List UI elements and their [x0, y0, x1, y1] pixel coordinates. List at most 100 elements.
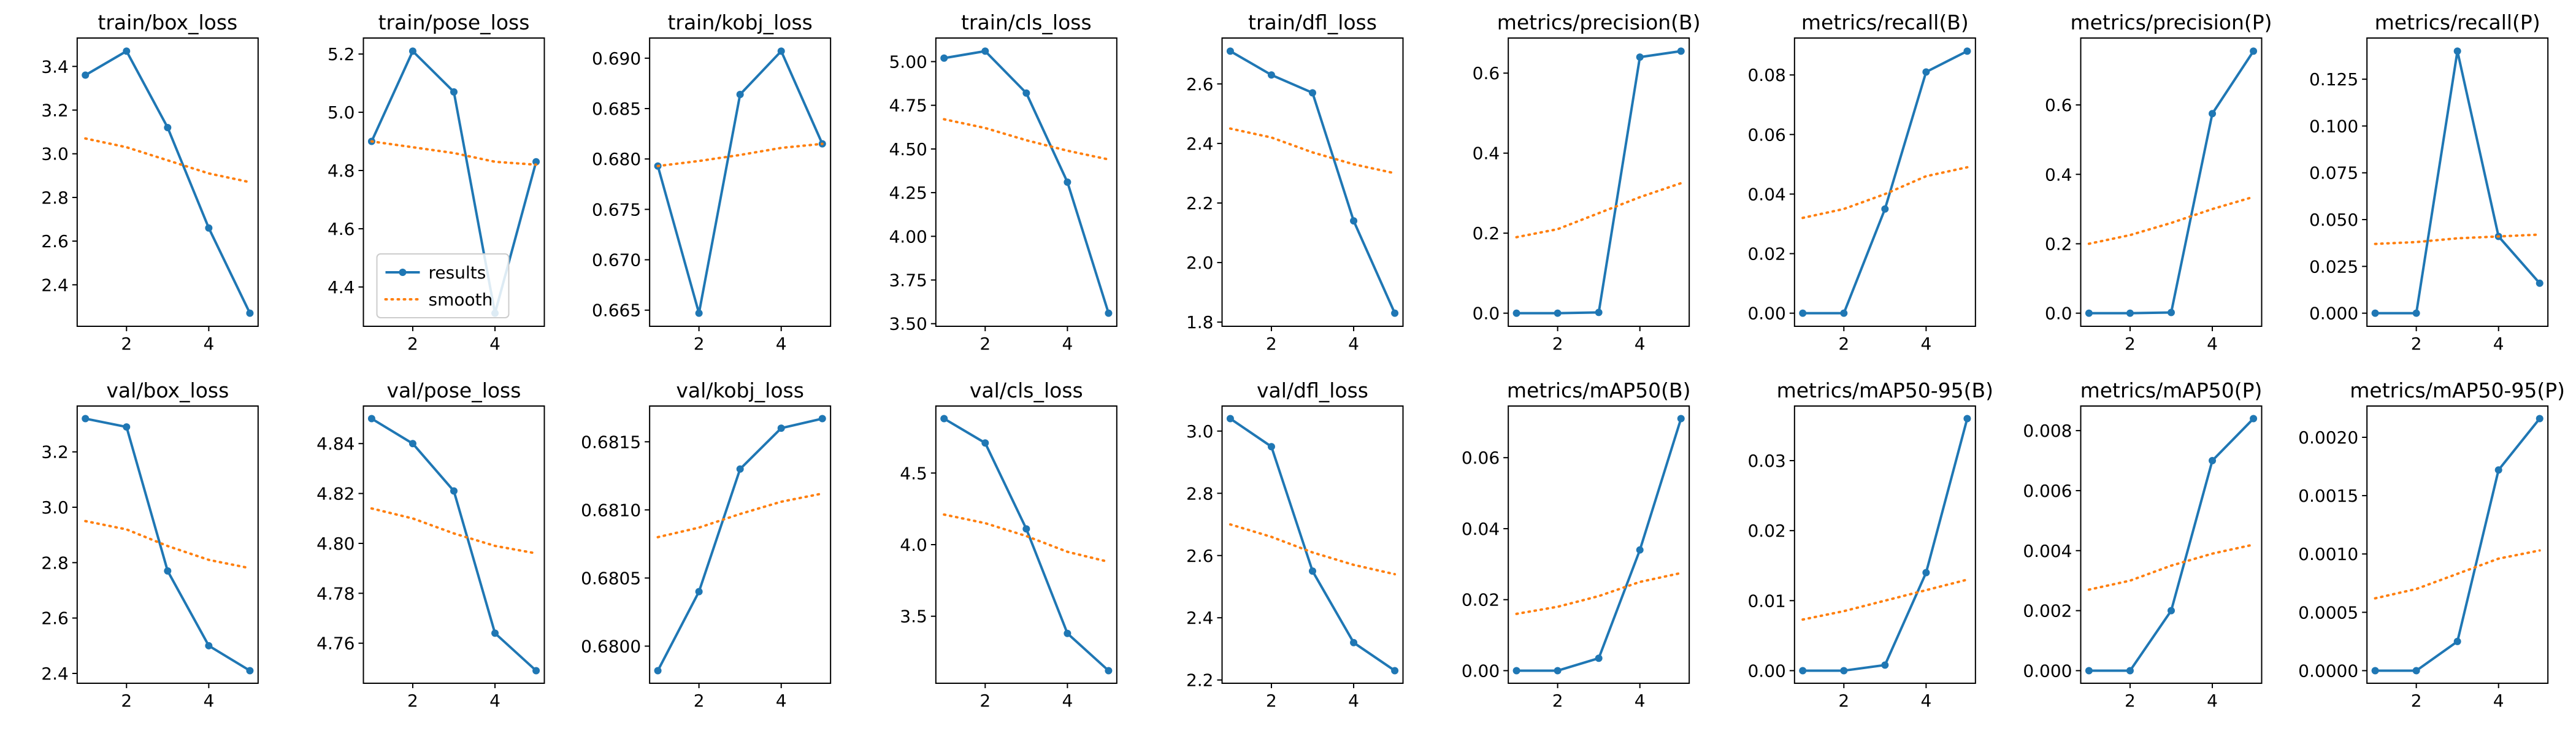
results-point	[695, 309, 703, 317]
y-tick-label: 3.50	[889, 314, 927, 334]
results-point	[2209, 457, 2217, 465]
legend-label-results: results	[429, 263, 486, 283]
results-point	[1512, 309, 1520, 317]
axes-frame	[2080, 405, 2263, 684]
results-point	[1350, 638, 1358, 646]
x-tick-label: 4	[1348, 334, 1359, 354]
panel-9: val/box_loss 2.4 2.6 2.8 3.0 3.2 2 4	[41, 378, 259, 711]
results-point	[532, 158, 540, 166]
results-point	[123, 423, 131, 431]
x-tick-label: 2	[979, 691, 991, 711]
axes-frame	[76, 37, 259, 327]
y-tick-label: 0.004	[2023, 541, 2072, 561]
y-tick-label: 0.6	[2045, 95, 2072, 115]
axes-frame	[362, 405, 545, 684]
y-tick-label: 3.4	[41, 56, 69, 77]
results-point	[1105, 309, 1113, 317]
results-point	[82, 415, 90, 423]
x-tick-label: 4	[2493, 334, 2504, 354]
results-point	[2536, 279, 2543, 287]
panel-6: metrics/recall(B) 0.00 0.02 0.04 0.06 0.08 2 4	[1747, 10, 1976, 354]
y-tick-label: 2.6	[41, 231, 69, 251]
smooth-line	[2087, 196, 2255, 245]
results-point	[940, 54, 948, 62]
y-tick-label: 4.76	[316, 634, 355, 654]
x-tick-label: 2	[1266, 334, 1277, 354]
results-point	[2209, 110, 2217, 118]
y-tick-label: 0.00	[1462, 661, 1500, 681]
x-tick-label: 4	[489, 691, 500, 711]
results-point	[1636, 53, 1644, 61]
results-point	[1391, 667, 1399, 675]
axes-frame	[649, 37, 832, 327]
results-line	[1803, 50, 1968, 315]
x-tick-label: 2	[121, 691, 132, 711]
y-tick-label: 1.8	[1186, 312, 1214, 332]
results-point	[2250, 415, 2258, 423]
axes-frame	[1221, 405, 1404, 684]
y-tick-label: 0.050	[2309, 210, 2358, 230]
results-point	[1881, 661, 1889, 669]
x-tick-label: 2	[1838, 691, 1849, 711]
y-tick-label: 0.075	[2309, 163, 2358, 183]
results-line	[943, 417, 1110, 672]
results-point	[777, 424, 785, 432]
smooth-line	[2374, 549, 2541, 600]
results-line	[85, 50, 251, 314]
y-tick-label: 4.50	[889, 139, 927, 159]
results-point	[2126, 309, 2134, 317]
results-point	[2412, 667, 2420, 675]
y-tick-label: 3.2	[41, 101, 69, 121]
x-tick-label: 4	[2207, 334, 2218, 354]
y-tick-label: 5.00	[889, 52, 927, 72]
y-tick-label: 0.6	[1473, 63, 1500, 83]
y-tick-label: 0.2	[1473, 223, 1500, 243]
y-tick-label: 2.2	[1186, 670, 1214, 691]
axes-frame	[362, 37, 545, 327]
results-point	[123, 47, 131, 55]
panel-title: metrics/recall(B)	[1801, 10, 1969, 34]
x-tick-label: 4	[203, 334, 214, 354]
x-tick-label: 4	[1920, 691, 1931, 711]
x-tick-label: 4	[1062, 691, 1073, 711]
y-tick-label: 2.2	[1186, 193, 1214, 213]
y-tick-label: 2.4	[1186, 608, 1214, 628]
results-point	[1512, 667, 1520, 675]
panel-title: metrics/mAP50-95(B)	[1777, 378, 1993, 402]
panel-title: metrics/mAP50-95(P)	[2350, 378, 2565, 402]
x-tick-label: 2	[979, 334, 991, 354]
y-tick-label: 2.6	[41, 608, 69, 629]
results-point	[408, 47, 416, 55]
panel-12: val/cls_loss 3.5 4.0 4.5 2 4	[900, 378, 1117, 711]
results-point	[2371, 309, 2379, 317]
results-point	[654, 667, 662, 675]
results-point	[367, 415, 375, 423]
panel-title: metrics/recall(P)	[2375, 10, 2540, 34]
y-tick-label: 3.5	[900, 607, 927, 627]
panel-17: metrics/mAP50-95(P) 0.0000 0.0005 0.0010 0.0…	[2298, 378, 2565, 711]
results-point	[205, 224, 213, 232]
panel-title: metrics/mAP50(P)	[2080, 378, 2263, 402]
x-tick-label: 2	[407, 691, 418, 711]
results-point	[1677, 47, 1685, 55]
axes-frame	[2366, 37, 2549, 327]
y-tick-label: 0.002	[2023, 601, 2072, 621]
results-point	[246, 309, 254, 317]
smooth-line	[1801, 166, 1969, 220]
y-tick-label: 4.5	[900, 463, 927, 483]
axes-frame	[1793, 405, 1976, 684]
results-point	[1391, 309, 1399, 317]
y-tick-label: 0.0	[1473, 304, 1500, 324]
results-point	[1799, 309, 1807, 317]
panel-title: train/cls_loss	[961, 10, 1092, 34]
results-line	[2375, 418, 2541, 672]
results-point	[940, 415, 948, 423]
smooth-line	[1229, 523, 1397, 576]
results-point	[1554, 309, 1562, 317]
panel-title: val/cls_loss	[970, 378, 1083, 402]
results-point	[736, 465, 744, 473]
results-point	[981, 439, 989, 447]
y-tick-label: 0.0020	[2298, 427, 2358, 448]
x-tick-label: 4	[2493, 691, 2504, 711]
results-point	[1595, 654, 1603, 662]
